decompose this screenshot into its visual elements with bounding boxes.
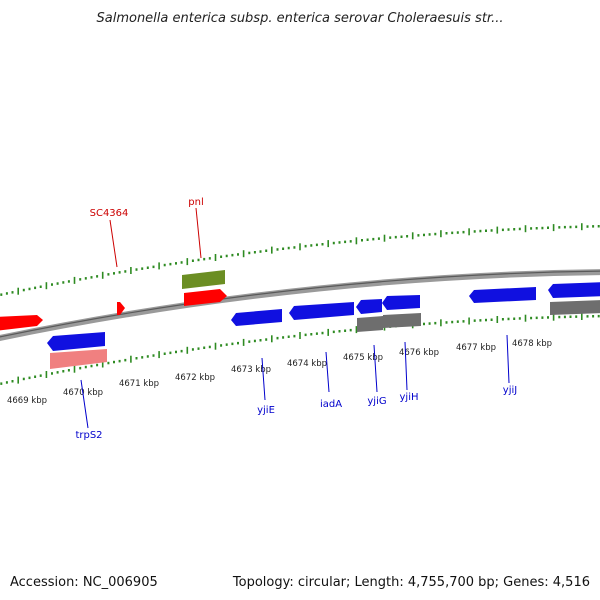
gene-label-yjih[interactable]: yjiH — [400, 392, 419, 403]
gene-feature-yjie[interactable] — [231, 309, 282, 326]
forward-features — [0, 270, 227, 331]
gene-feature-forward[interactable] — [0, 315, 43, 331]
gene-feature-sc4364[interactable] — [117, 302, 125, 315]
gene-feature-iada[interactable] — [289, 302, 354, 320]
scale-label: 4671 kbp — [119, 379, 159, 389]
forward-tick-track — [0, 223, 600, 296]
scale-label: 4672 kbp — [175, 373, 215, 383]
kbp-scale: 4669 kbp 4670 kbp 4671 kbp 4672 kbp 4673… — [7, 339, 552, 406]
genome-title: Salmonella enterica subsp. enterica sero… — [97, 11, 504, 26]
gene-feature-right-gray[interactable] — [550, 300, 600, 315]
genome-backbone — [0, 269, 600, 342]
scale-label: 4676 kbp — [399, 348, 439, 358]
gene-feature-yjij[interactable] — [469, 287, 536, 303]
scale-label: 4677 kbp — [456, 343, 496, 353]
gene-feature-pnl[interactable] — [184, 289, 227, 306]
scale-label: 4673 kbp — [231, 365, 271, 375]
reverse-features — [47, 282, 600, 369]
gene-feature-pnl-rna[interactable] — [182, 270, 225, 289]
gene-feature-yjig[interactable] — [356, 299, 382, 314]
gene-label-yjie[interactable]: yjiE — [257, 405, 275, 416]
gene-feature-yjig-gray[interactable] — [357, 316, 383, 332]
scale-label: 4675 kbp — [343, 353, 383, 363]
gene-feature-yjih-gray[interactable] — [383, 313, 421, 328]
gene-feature-trps2[interactable] — [47, 332, 105, 351]
gene-feature-right-reverse[interactable] — [548, 282, 600, 298]
scale-label: 4678 kbp — [512, 339, 552, 349]
gene-label-trps2[interactable]: trpS2 — [75, 430, 102, 441]
topology-summary: Topology: circular; Length: 4,755,700 bp… — [232, 575, 590, 590]
accession-text: Accession: NC_006905 — [10, 575, 158, 590]
gene-label-yjig[interactable]: yjiG — [367, 396, 386, 407]
gene-label-iada[interactable]: iadA — [320, 399, 342, 410]
gene-feature-yjih[interactable] — [382, 295, 420, 310]
gene-label-pnl[interactable]: pnl — [188, 197, 203, 208]
scale-label: 4674 kbp — [287, 359, 327, 369]
gene-label-sc4364[interactable]: SC4364 — [90, 208, 129, 219]
gene-label-yjij[interactable]: yjiJ — [503, 385, 517, 396]
scale-label: 4669 kbp — [7, 396, 47, 406]
gene-labels: SC4364 pnl trpS2 yjiE iadA yjiG yjiH yji… — [75, 197, 517, 441]
gene-feature-trps2-pseudo[interactable] — [50, 349, 107, 369]
